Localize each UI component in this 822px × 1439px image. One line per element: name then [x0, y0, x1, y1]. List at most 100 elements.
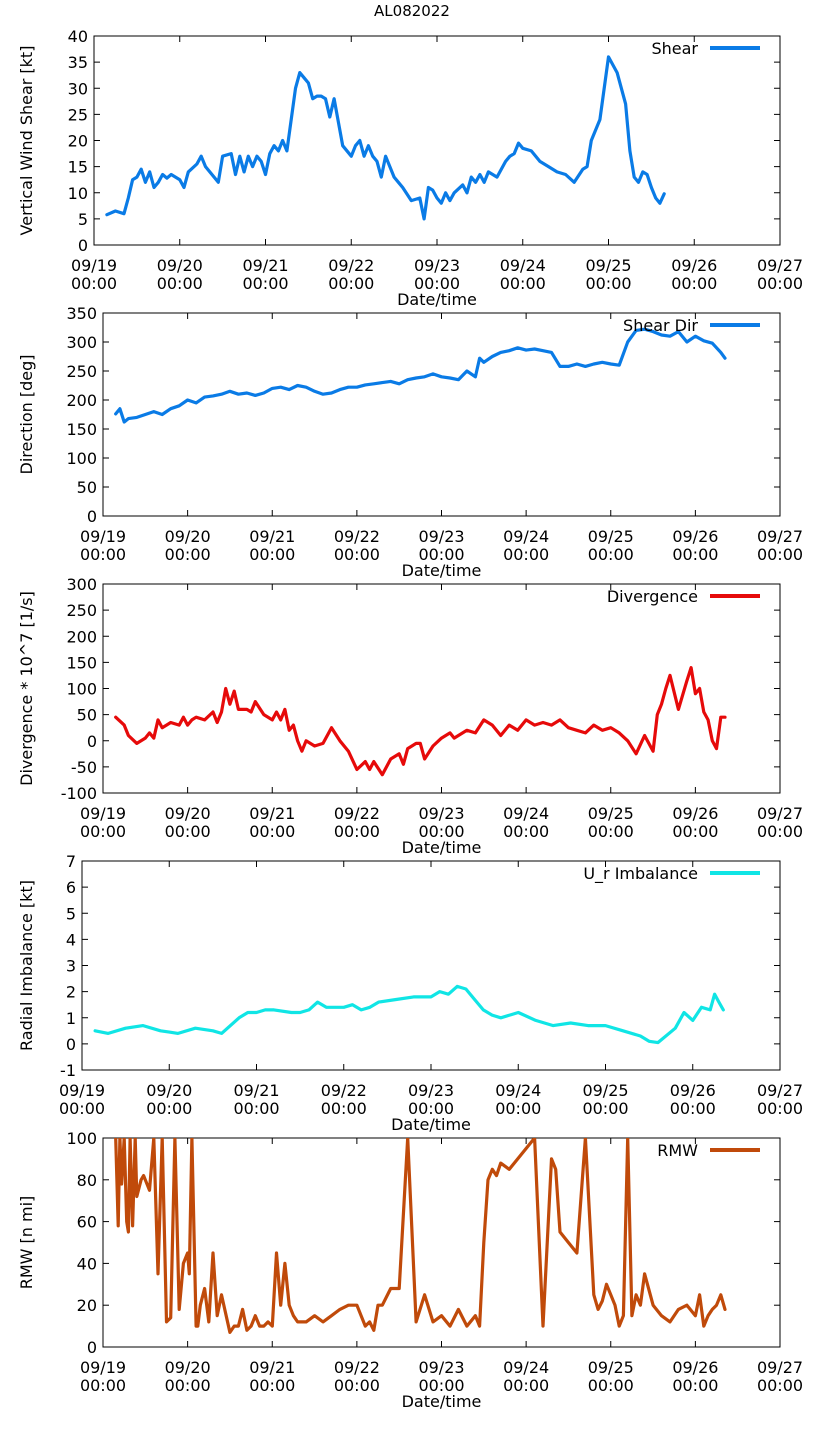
x-tick-label-time: 00:00	[80, 1376, 126, 1395]
y-axis-label: Vertical Wind Shear [kt]	[17, 46, 36, 236]
y-tick-label: 80	[77, 1171, 97, 1190]
x-tick-label-date: 09/19	[80, 527, 126, 546]
x-axis-label: Date/time	[397, 290, 477, 309]
x-tick-label-date: 09/25	[585, 256, 631, 275]
series-line-divergence	[114, 665, 727, 777]
x-tick-label-time: 00:00	[165, 1376, 211, 1395]
x-tick-label-time: 00:00	[671, 274, 717, 293]
y-tick-label: 150	[66, 653, 97, 672]
x-tick-label-time: 00:00	[80, 822, 126, 841]
x-tick-label-date: 09/19	[71, 256, 117, 275]
x-tick-label-date: 09/23	[414, 256, 460, 275]
x-tick-label-time: 00:00	[249, 822, 295, 841]
x-tick-label-time: 00:00	[757, 1099, 803, 1118]
x-tick-label-time: 00:00	[165, 822, 211, 841]
y-tick-label: 200	[66, 627, 97, 646]
y-tick-label: 35	[68, 53, 88, 72]
legend-label: RMW	[657, 1141, 698, 1160]
y-tick-label: 4	[66, 930, 76, 949]
x-axis-label: Date/time	[402, 838, 482, 857]
x-tick-label-time: 00:00	[672, 1376, 718, 1395]
x-tick-label-date: 09/24	[503, 804, 549, 823]
chart-panel-4: -10123456709/1900:0009/2000:0009/2100:00…	[17, 852, 803, 1134]
y-tick-label: 0	[87, 507, 97, 526]
x-tick-label-time: 00:00	[500, 274, 546, 293]
x-tick-label-time: 00:00	[334, 545, 380, 564]
x-tick-label-date: 09/22	[328, 256, 374, 275]
x-tick-label-date: 09/23	[418, 804, 464, 823]
y-tick-label: 50	[77, 706, 97, 725]
y-tick-label: 40	[68, 27, 88, 46]
x-tick-label-date: 09/22	[321, 1081, 367, 1100]
x-tick-label-time: 00:00	[672, 822, 718, 841]
figure-title: AL082022	[374, 2, 450, 20]
y-tick-label: 0	[66, 1035, 76, 1054]
y-tick-label: 1	[66, 1009, 76, 1028]
chart-panel-2: 05010015020025030035009/1900:0009/2000:0…	[17, 304, 803, 580]
x-tick-label-time: 00:00	[588, 822, 634, 841]
plot-frame	[93, 35, 781, 246]
x-tick-label-date: 09/26	[672, 1358, 718, 1377]
y-tick-label: 150	[66, 420, 97, 439]
legend-label: Shear	[651, 39, 698, 58]
x-tick-label-time: 00:00	[503, 1376, 549, 1395]
x-axis-label: Date/time	[402, 561, 482, 580]
y-tick-label: 0	[78, 236, 88, 255]
x-tick-label-time: 00:00	[242, 274, 288, 293]
x-tick-label-time: 00:00	[757, 822, 803, 841]
y-tick-label: 300	[66, 333, 97, 352]
x-tick-label-date: 09/22	[334, 527, 380, 546]
y-tick-label: 60	[77, 1213, 97, 1232]
x-tick-label-date: 09/21	[249, 1358, 295, 1377]
x-tick-label-date: 09/20	[165, 527, 211, 546]
x-tick-label-time: 00:00	[503, 545, 549, 564]
x-tick-label-time: 00:00	[503, 822, 549, 841]
x-tick-label-time: 00:00	[233, 1099, 279, 1118]
x-tick-label-date: 09/27	[757, 1358, 803, 1377]
legend-label: Divergence	[607, 587, 698, 606]
chart-panel-5: 02040608010009/1900:0009/2000:0009/2100:…	[17, 1129, 803, 1411]
y-tick-label: 6	[66, 878, 76, 897]
x-tick-label-date: 09/21	[249, 804, 295, 823]
x-tick-label-date: 09/24	[500, 256, 546, 275]
x-tick-label-time: 00:00	[757, 1376, 803, 1395]
x-tick-label-date: 09/24	[495, 1081, 541, 1100]
y-tick-label: 50	[77, 478, 97, 497]
x-tick-label-time: 00:00	[408, 1099, 454, 1118]
x-tick-label-date: 09/26	[672, 527, 718, 546]
x-tick-label-time: 00:00	[146, 1099, 192, 1118]
x-tick-label-date: 09/19	[80, 1358, 126, 1377]
x-tick-label-date: 09/19	[59, 1081, 105, 1100]
x-tick-label-date: 09/26	[672, 804, 718, 823]
x-tick-label-time: 00:00	[418, 1376, 464, 1395]
x-tick-label-date: 09/26	[671, 256, 717, 275]
y-tick-label: 0	[87, 1338, 97, 1357]
y-tick-label: 100	[66, 680, 97, 699]
x-tick-label-time: 00:00	[588, 1376, 634, 1395]
y-axis-label: Divergence * 10^7 [1/s]	[17, 591, 36, 786]
x-tick-label-date: 09/20	[165, 804, 211, 823]
x-tick-label-date: 09/19	[80, 804, 126, 823]
legend-label: Shear Dir	[623, 316, 698, 335]
x-tick-label-date: 09/27	[757, 256, 803, 275]
x-tick-label-time: 00:00	[165, 545, 211, 564]
y-tick-label: 40	[77, 1254, 97, 1273]
x-tick-label-date: 09/27	[757, 804, 803, 823]
x-tick-label-time: 00:00	[585, 274, 631, 293]
y-tick-label: 250	[66, 362, 97, 381]
y-tick-label: 300	[66, 575, 97, 594]
x-tick-label-time: 00:00	[80, 545, 126, 564]
y-tick-label: 250	[66, 601, 97, 620]
y-tick-label: 5	[78, 210, 88, 229]
x-tick-label-date: 09/21	[242, 256, 288, 275]
x-tick-label-date: 09/25	[588, 527, 634, 546]
x-tick-label-time: 00:00	[582, 1099, 628, 1118]
x-tick-label-time: 00:00	[249, 1376, 295, 1395]
x-tick-label-date: 09/22	[334, 1358, 380, 1377]
series-line-rmw	[114, 1138, 727, 1335]
x-tick-label-time: 00:00	[414, 274, 460, 293]
x-tick-label-date: 09/21	[249, 527, 295, 546]
x-tick-label-time: 00:00	[334, 1376, 380, 1395]
x-tick-label-time: 00:00	[157, 274, 203, 293]
y-tick-label: 100	[66, 449, 97, 468]
